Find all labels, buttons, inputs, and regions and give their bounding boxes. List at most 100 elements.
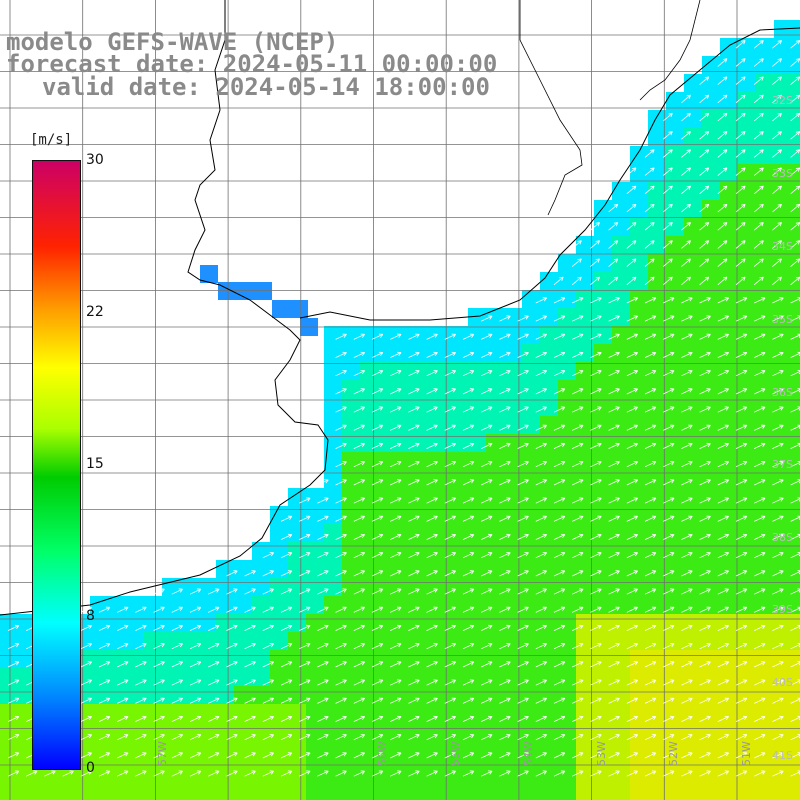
wind-speed-cell xyxy=(126,758,145,777)
wind-arrow xyxy=(317,479,329,486)
wind-arrow xyxy=(663,424,675,431)
wind-speed-cell xyxy=(684,776,703,795)
wind-arrow xyxy=(754,552,766,559)
wind-speed-cell xyxy=(378,632,397,651)
wind-speed-cell xyxy=(774,776,793,795)
wind-speed-cell xyxy=(648,416,667,435)
wind-speed-cell xyxy=(774,290,793,309)
wind-speed-cell xyxy=(756,614,775,633)
wind-arrow xyxy=(517,442,529,449)
colorbar-tick-0: 0 xyxy=(86,760,95,776)
wind-arrow xyxy=(772,58,782,67)
wind-arrow xyxy=(608,461,620,468)
wind-speed-cell xyxy=(558,704,577,723)
wind-arrow xyxy=(317,606,329,613)
wind-arrow xyxy=(390,752,402,759)
wind-arrow xyxy=(772,258,782,267)
wind-speed-cell xyxy=(288,542,307,561)
wind-speed-cell xyxy=(108,668,127,687)
wind-speed-cell xyxy=(522,308,541,327)
wind-arrow xyxy=(735,388,748,395)
wind-arrow xyxy=(371,497,384,504)
colorbar-tick-22: 22 xyxy=(86,304,104,320)
wind-speed-cell xyxy=(450,452,469,471)
wind-arrow xyxy=(535,770,548,777)
wind-arrow xyxy=(626,661,639,668)
wind-speed-cell xyxy=(648,182,667,201)
wind-speed-cell xyxy=(450,794,469,800)
wind-speed-cell xyxy=(666,560,685,579)
wind-arrow xyxy=(663,679,675,686)
wind-speed-cell xyxy=(684,344,703,363)
wind-speed-cell xyxy=(612,614,631,633)
wind-speed-cell xyxy=(198,578,217,597)
wind-speed-cell xyxy=(702,470,721,489)
wind-speed-cell xyxy=(756,776,775,795)
wind-speed-cell xyxy=(450,470,469,489)
wind-speed-cell xyxy=(738,308,757,327)
wind-arrow xyxy=(262,734,275,741)
wind-arrow xyxy=(608,624,620,631)
wind-arrow xyxy=(608,734,620,741)
wind-speed-cell xyxy=(774,578,793,597)
wind-arrow xyxy=(299,515,311,522)
wind-arrow xyxy=(553,461,566,468)
wind-arrow xyxy=(663,297,675,304)
wind-speed-cell xyxy=(342,686,361,705)
wind-arrow xyxy=(663,661,675,668)
wind-arrow xyxy=(299,697,311,704)
wind-arrow xyxy=(699,131,710,140)
wind-speed-cell xyxy=(378,704,397,723)
wind-speed-cell xyxy=(396,632,415,651)
wind-arrow xyxy=(735,203,746,213)
wind-arrow xyxy=(717,533,730,540)
wind-arrow xyxy=(699,715,711,722)
wind-speed-cell xyxy=(738,506,757,525)
wind-speed-cell xyxy=(792,290,800,309)
wind-speed-cell xyxy=(414,614,433,633)
wind-arrow xyxy=(717,461,730,468)
wind-speed-cell xyxy=(144,632,163,651)
wind-speed-cell xyxy=(792,686,800,705)
wind-arrow xyxy=(699,203,710,213)
wind-arrow xyxy=(371,715,384,722)
wind-speed-cell xyxy=(648,452,667,471)
wind-arrow xyxy=(226,697,238,704)
wind-speed-cell xyxy=(648,146,667,165)
wind-arrow xyxy=(390,388,402,395)
wind-speed-cell xyxy=(684,362,703,381)
wind-speed-cell xyxy=(594,344,613,363)
wind-speed-cell xyxy=(720,74,739,93)
wind-arrow xyxy=(626,697,639,704)
wind-arrow xyxy=(371,461,384,468)
wind-speed-cell xyxy=(684,740,703,759)
wind-speed-cell xyxy=(666,488,685,507)
wind-arrow xyxy=(280,588,293,595)
wind-arrow xyxy=(626,552,639,559)
wind-arrow xyxy=(262,570,275,577)
wind-speed-cell xyxy=(126,722,145,741)
wind-speed-cell xyxy=(684,488,703,507)
wind-speed-cell xyxy=(450,776,469,795)
wind-speed-cell xyxy=(198,722,217,741)
wind-speed-cell xyxy=(630,722,649,741)
wind-speed-cell xyxy=(414,578,433,597)
wind-arrow xyxy=(280,606,293,613)
wind-speed-cell xyxy=(324,380,343,399)
wind-arrow xyxy=(481,333,493,340)
wind-arrow xyxy=(681,276,691,286)
wind-arrow xyxy=(717,552,730,559)
wind-speed-cell xyxy=(468,542,487,561)
wind-arrow xyxy=(189,734,202,741)
wind-arrow xyxy=(371,351,384,358)
wind-arrow xyxy=(390,479,402,486)
wind-arrow xyxy=(772,424,784,431)
wind-arrow xyxy=(462,370,475,377)
wind-speed-cell xyxy=(162,650,181,669)
wind-arrow xyxy=(481,497,493,504)
wind-arrow xyxy=(608,222,619,231)
wind-speed-cell xyxy=(450,380,469,399)
wind-speed-cell xyxy=(594,236,613,255)
wind-speed-cell xyxy=(198,614,217,633)
